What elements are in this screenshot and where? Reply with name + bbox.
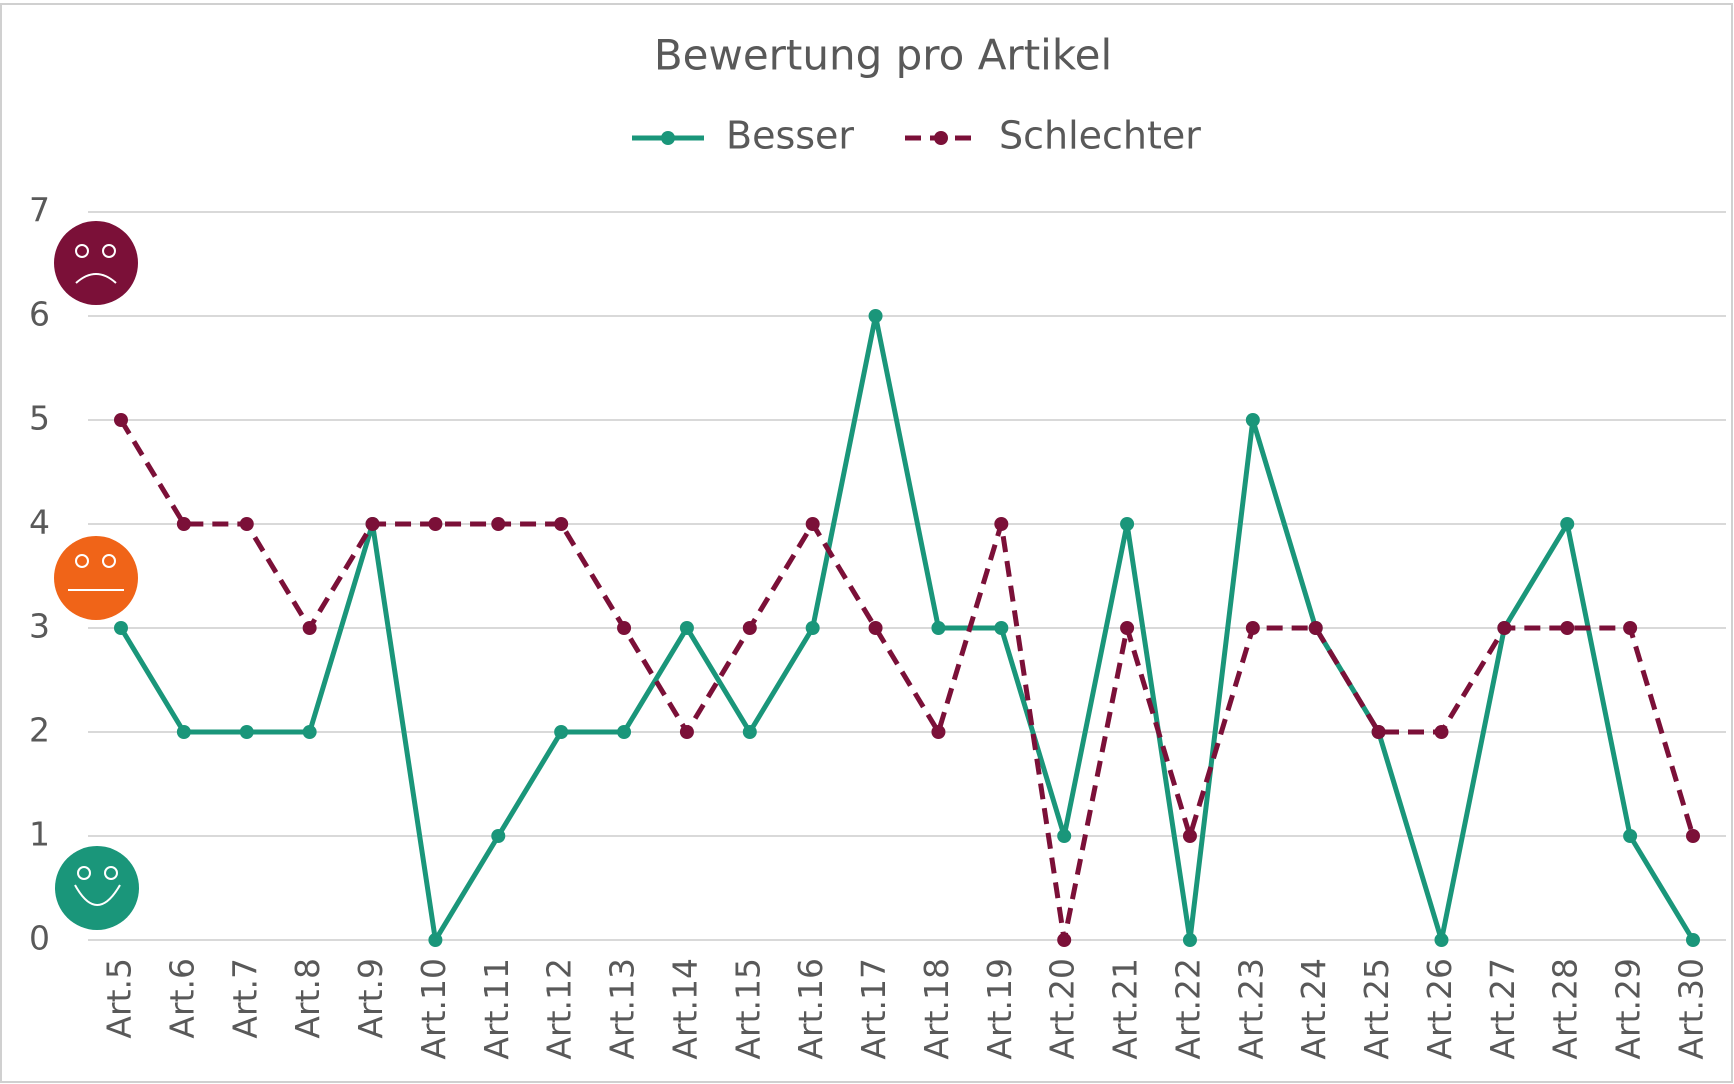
data-point: [1245, 413, 1260, 427]
x-tick-label: Art.7: [225, 958, 264, 1039]
series-line: [118, 315, 1696, 948]
y-tick-label: 1: [29, 815, 50, 854]
data-point: [994, 621, 1009, 635]
data-point: [1434, 725, 1449, 739]
x-tick-label: Art.22: [1168, 958, 1207, 1060]
x-tick-label: Art.21: [1106, 958, 1145, 1060]
x-tick-label: Art.28: [1546, 958, 1585, 1060]
legend-label: Schlechter: [999, 114, 1201, 158]
data-point: [114, 413, 128, 427]
y-tick-label: 4: [29, 503, 50, 542]
data-point: [1497, 621, 1512, 635]
data-point: [1308, 621, 1323, 635]
legend-item: Besser: [632, 114, 854, 158]
data-point: [1686, 933, 1700, 947]
data-point: [1623, 621, 1638, 635]
data-point: [1057, 933, 1072, 947]
x-tick-label: Art.15: [728, 958, 767, 1060]
x-tick-label: Art.13: [603, 958, 642, 1060]
data-point: [554, 517, 569, 531]
x-tick-label: Art.11: [477, 958, 516, 1060]
data-point: [491, 517, 506, 531]
legend-item: Schlechter: [905, 114, 1201, 158]
legend-marker: [934, 131, 948, 145]
y-tick-label: 2: [29, 711, 50, 750]
data-point: [302, 621, 317, 635]
data-point: [302, 725, 317, 739]
legend-marker: [661, 131, 675, 145]
face-sad: [54, 221, 138, 305]
face-neutral: [54, 536, 138, 620]
x-tick-label: Art.24: [1294, 958, 1333, 1060]
y-tick-label: 5: [29, 399, 50, 438]
x-tick-label: Art.18: [917, 958, 956, 1060]
x-tick-label: Art.9: [351, 958, 390, 1039]
x-tick-label: Art.26: [1420, 958, 1459, 1060]
data-point: [365, 517, 380, 531]
data-point: [742, 621, 757, 635]
data-point: [1371, 725, 1386, 739]
x-tick-label: Art.6: [162, 958, 201, 1039]
data-point: [679, 725, 694, 739]
x-tick-label: Art.14: [665, 958, 704, 1060]
data-point: [1560, 621, 1575, 635]
data-point: [1686, 829, 1700, 843]
x-tick-label: Art.17: [854, 958, 893, 1060]
data-point: [1182, 933, 1197, 947]
data-point: [428, 933, 443, 947]
data-point: [554, 725, 569, 739]
legend-label: Besser: [726, 114, 854, 158]
x-tick-label: Art.10: [414, 958, 453, 1060]
x-tick-label: Art.12: [540, 958, 579, 1060]
data-point: [428, 517, 443, 531]
data-point: [617, 725, 632, 739]
data-point: [1434, 933, 1449, 947]
x-tick-label: Art.19: [980, 958, 1019, 1060]
data-point: [1245, 621, 1260, 635]
data-point: [239, 517, 254, 531]
data-point: [1182, 829, 1197, 843]
data-point: [868, 621, 883, 635]
x-tick-label: Art.25: [1357, 958, 1396, 1060]
data-point: [491, 829, 506, 843]
chart-title: Bewertung pro Artikel: [654, 31, 1112, 80]
x-tick-label: Art.30: [1672, 958, 1711, 1060]
data-point: [176, 517, 191, 531]
data-point: [1120, 517, 1135, 531]
data-point: [114, 621, 128, 635]
data-point: [805, 621, 820, 635]
data-point: [742, 725, 757, 739]
data-point: [617, 621, 632, 635]
x-tick-label: Art.5: [100, 958, 139, 1039]
x-tick-label: Art.20: [1043, 958, 1082, 1060]
data-point: [931, 621, 946, 635]
data-point: [931, 725, 946, 739]
data-point: [868, 309, 883, 323]
data-point: [679, 621, 694, 635]
data-point: [239, 725, 254, 739]
data-point: [1623, 829, 1638, 843]
chart-border: [0, 3, 1733, 1083]
series-line: [118, 418, 1696, 941]
y-tick-label: 7: [29, 191, 50, 230]
x-tick-label: Art.29: [1609, 958, 1648, 1060]
x-tick-label: Art.16: [791, 958, 830, 1060]
data-point: [1120, 621, 1135, 635]
x-tick-label: Art.23: [1231, 958, 1270, 1060]
data-point: [994, 517, 1009, 531]
y-tick-label: 0: [29, 919, 50, 958]
y-tick-label: 3: [29, 607, 50, 646]
x-tick-label: Art.8: [288, 958, 327, 1039]
y-tick-label: 6: [29, 295, 50, 334]
data-point: [1560, 517, 1575, 531]
x-tick-label: Art.27: [1483, 958, 1522, 1060]
data-point: [805, 517, 820, 531]
face-happy: [55, 846, 139, 930]
data-point: [1057, 829, 1072, 843]
data-point: [176, 725, 191, 739]
